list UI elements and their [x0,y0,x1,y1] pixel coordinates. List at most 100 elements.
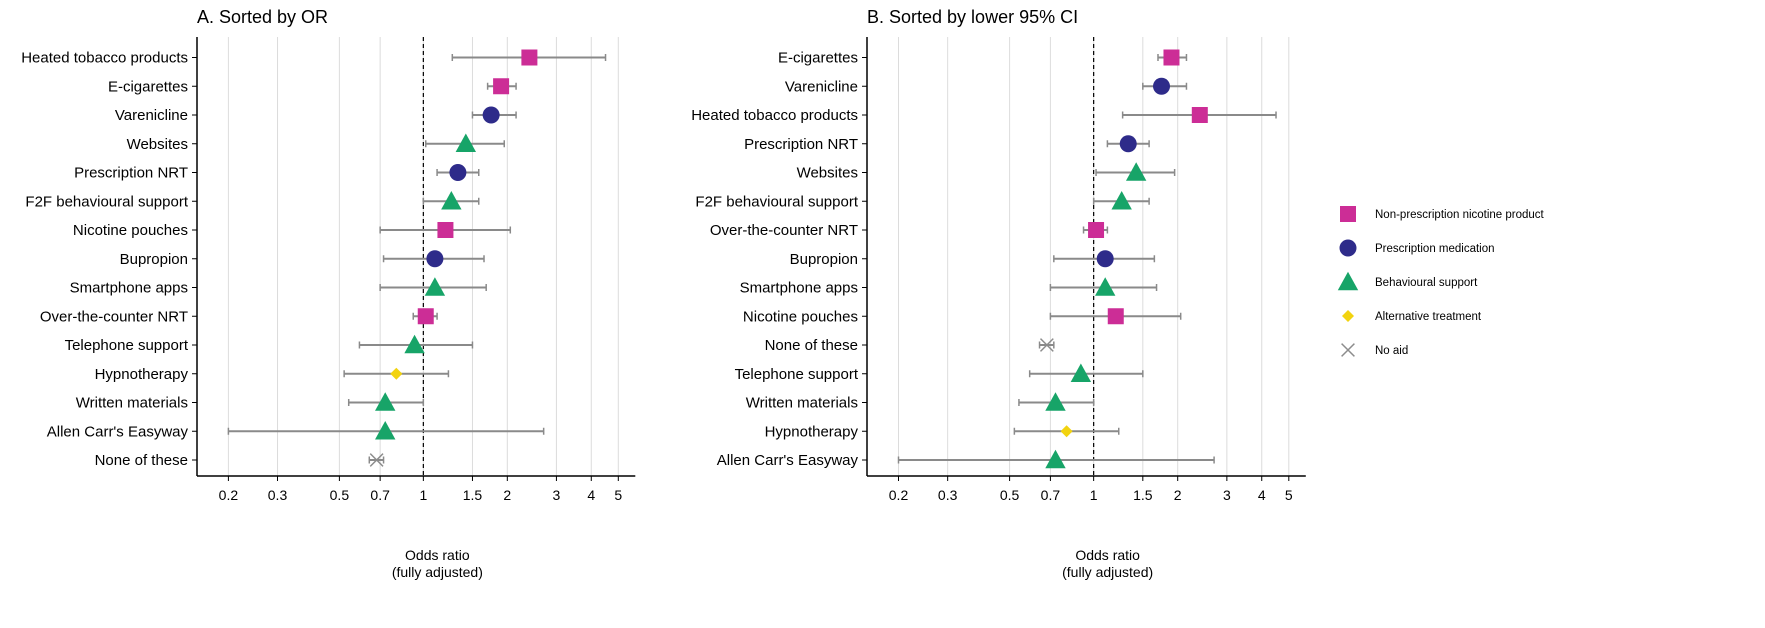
data-row: Varenicline [115,106,517,124]
x-tick-label: 3 [1223,487,1231,503]
legend-label: Prescription medication [1375,243,1495,255]
x-axis-label: Odds ratio (fully adjusted) [1062,547,1153,580]
point-marker [426,250,444,268]
y-tick-label: Heated tobacco products [21,50,188,67]
y-tick-label: Nicotine pouches [743,308,858,325]
legend-label: Non-prescription nicotine product [1375,209,1545,221]
data-row: Over-the-counter NRT [40,308,438,325]
data-row: Telephone support [65,334,474,354]
point-marker [375,392,396,411]
data-row: Heated tobacco products [691,107,1277,124]
y-tick-label: Prescription NRT [74,165,188,182]
y-tick-label: Prescription NRT [744,136,858,153]
y-tick-label: Over-the-counter NRT [40,308,188,325]
x-tick-label: 1.5 [1133,487,1153,503]
x-tick-label: 0.2 [889,487,909,503]
data-row: Written materials [746,392,1095,412]
point-marker [1107,308,1124,325]
x-tick-label: 5 [1285,487,1293,503]
point-marker [1039,338,1054,352]
point-marker [369,453,384,467]
point-marker [1163,49,1180,66]
point-marker [1095,277,1116,296]
y-tick-label: Over-the-counter NRT [710,222,858,239]
point-marker [1045,392,1066,411]
x-axis-label-line: Odds ratio [405,547,470,563]
data-row: E-cigarettes [108,78,517,95]
x-tick-label: 4 [1258,487,1266,503]
data-row: None of these [95,452,385,469]
x-axis-label-line: (fully adjusted) [1062,564,1153,580]
legend-item: Prescription medication [1339,239,1495,257]
legend-label: Alternative treatment [1375,311,1482,323]
point-marker [449,164,467,181]
x-tick-label: 0.7 [1041,487,1061,503]
y-tick-label: F2F behavioural support [695,193,858,210]
x-tick-label: 0.5 [1000,487,1020,503]
x-tick-label: 0.3 [938,487,958,503]
data-row: F2F behavioural support [25,191,480,210]
y-tick-label: Hypnotherapy [765,423,859,440]
y-tick-label: Bupropion [120,251,188,268]
y-tick-label: Written materials [76,395,188,412]
legend-marker [1341,343,1355,357]
legend-item: Alternative treatment [1342,310,1482,323]
data-row: F2F behavioural support [695,191,1150,210]
legend-marker [1339,239,1357,257]
y-tick-label: None of these [95,452,188,469]
y-tick-label: E-cigarettes [108,78,188,95]
point-marker [437,222,454,238]
legend-label: No aid [1375,345,1408,357]
y-tick-label: Varenicline [115,107,188,124]
x-axis-label-line: (fully adjusted) [392,564,483,580]
y-tick-label: Telephone support [65,337,189,354]
legend-item: Behavioural support [1337,271,1478,291]
y-tick-label: Allen Carr's Easyway [47,423,189,440]
x-tick-label: 0.5 [330,487,350,503]
x-tick-label: 1 [419,487,427,503]
data-row: Smartphone apps [740,277,1158,297]
data-row: Written materials [76,392,425,412]
y-tick-label: Telephone support [735,366,859,383]
panel-title: A. Sorted by OR [197,7,328,27]
panel-a: A. Sorted by OR 0.2 0.3 0.5 0.7 1 1.5 2 3 4 5 Odds … [21,7,636,580]
legend-label: Behavioural support [1375,277,1478,289]
data-row: Nicotine pouches [73,222,512,239]
panel-b: B. Sorted by lower 95% CI 0.2 0.3 0.5 0.7 1 1.… [691,7,1306,580]
point-marker [1191,107,1208,123]
data-row: Smartphone apps [70,277,487,297]
point-marker [1111,191,1132,210]
data-row: Telephone support [735,363,1144,383]
data-row: Prescription NRT [744,135,1150,153]
x-axis-label: Odds ratio (fully adjusted) [392,547,483,580]
point-marker [1060,425,1073,438]
data-row: Bupropion [790,250,1156,268]
y-tick-label: Written materials [746,395,858,412]
y-tick-label: F2F behavioural support [25,193,188,210]
point-marker [441,191,462,210]
legend: Non-prescription nicotine product Prescri… [1337,206,1545,357]
y-tick-label: Websites [797,165,858,182]
y-tick-label: Nicotine pouches [73,222,188,239]
y-tick-label: E-cigarettes [778,50,858,67]
x-tick-label: 1.5 [463,487,483,503]
legend-item: No aid [1341,343,1408,357]
data-row: None of these [765,337,1055,354]
y-tick-label: Smartphone apps [740,280,858,297]
data-row: Heated tobacco products [21,49,607,67]
x-tick-label: 0.2 [219,487,239,503]
data-row: Hypnotherapy [765,423,1120,440]
data-row: Websites [127,133,505,153]
data-row: Prescription NRT [74,164,480,182]
x-axis-label-line: Odds ratio [1075,547,1140,563]
panel-title: B. Sorted by lower 95% CI [867,7,1078,27]
point-marker [1119,135,1137,153]
y-tick-label: None of these [765,337,858,354]
data-row: Over-the-counter NRT [710,222,1109,239]
data-row: Varenicline [785,77,1188,95]
data-row: Allen Carr's Easyway [47,421,545,440]
y-tick-label: Heated tobacco products [691,107,858,124]
data-row: Hypnotherapy [95,366,450,383]
point-marker [1125,162,1147,181]
data-row: Allen Carr's Easyway [717,449,1215,469]
